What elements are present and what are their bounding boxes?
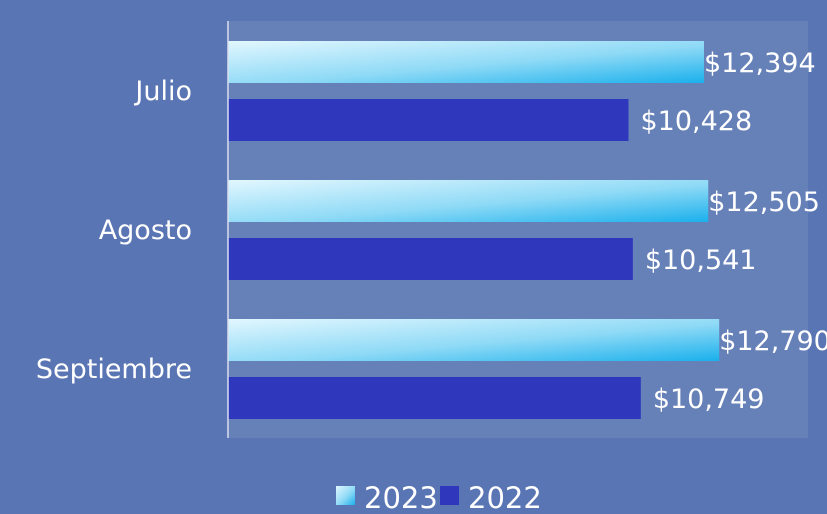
- bar-2023-julio: [228, 41, 704, 83]
- data-label-2022-julio: $10,428: [640, 106, 752, 137]
- legend-swatch-2023: [336, 486, 355, 505]
- bar-2022-agosto: [228, 238, 633, 280]
- category-label-julio: Julio: [133, 76, 192, 107]
- data-label-2023-julio: $12,394: [704, 48, 816, 79]
- plot-area: [228, 21, 808, 438]
- bar-2022-septiembre: [228, 377, 641, 419]
- data-label-2023-agosto: $12,505: [708, 187, 820, 218]
- category-label-agosto: Agosto: [99, 215, 192, 246]
- bars-layer: [228, 41, 720, 419]
- data-label-2023-septiembre: $12,790: [719, 326, 827, 357]
- legend-label-2023: 2023: [364, 481, 438, 514]
- legend-label-2022: 2022: [468, 481, 542, 514]
- category-label-septiembre: Septiembre: [36, 354, 192, 385]
- legend: 2023 2022: [336, 481, 542, 514]
- bar-2023-agosto: [228, 180, 709, 222]
- labels-layer: $12,394 $10,428 Julio $12,505 $10,541 Agosto $…: [36, 48, 827, 415]
- legend-swatch-2022: [440, 486, 459, 505]
- bar-2022-julio: [228, 99, 629, 141]
- bar-2023-septiembre: [228, 319, 720, 361]
- data-label-2022-septiembre: $10,749: [653, 384, 765, 415]
- data-label-2022-agosto: $10,541: [645, 245, 757, 276]
